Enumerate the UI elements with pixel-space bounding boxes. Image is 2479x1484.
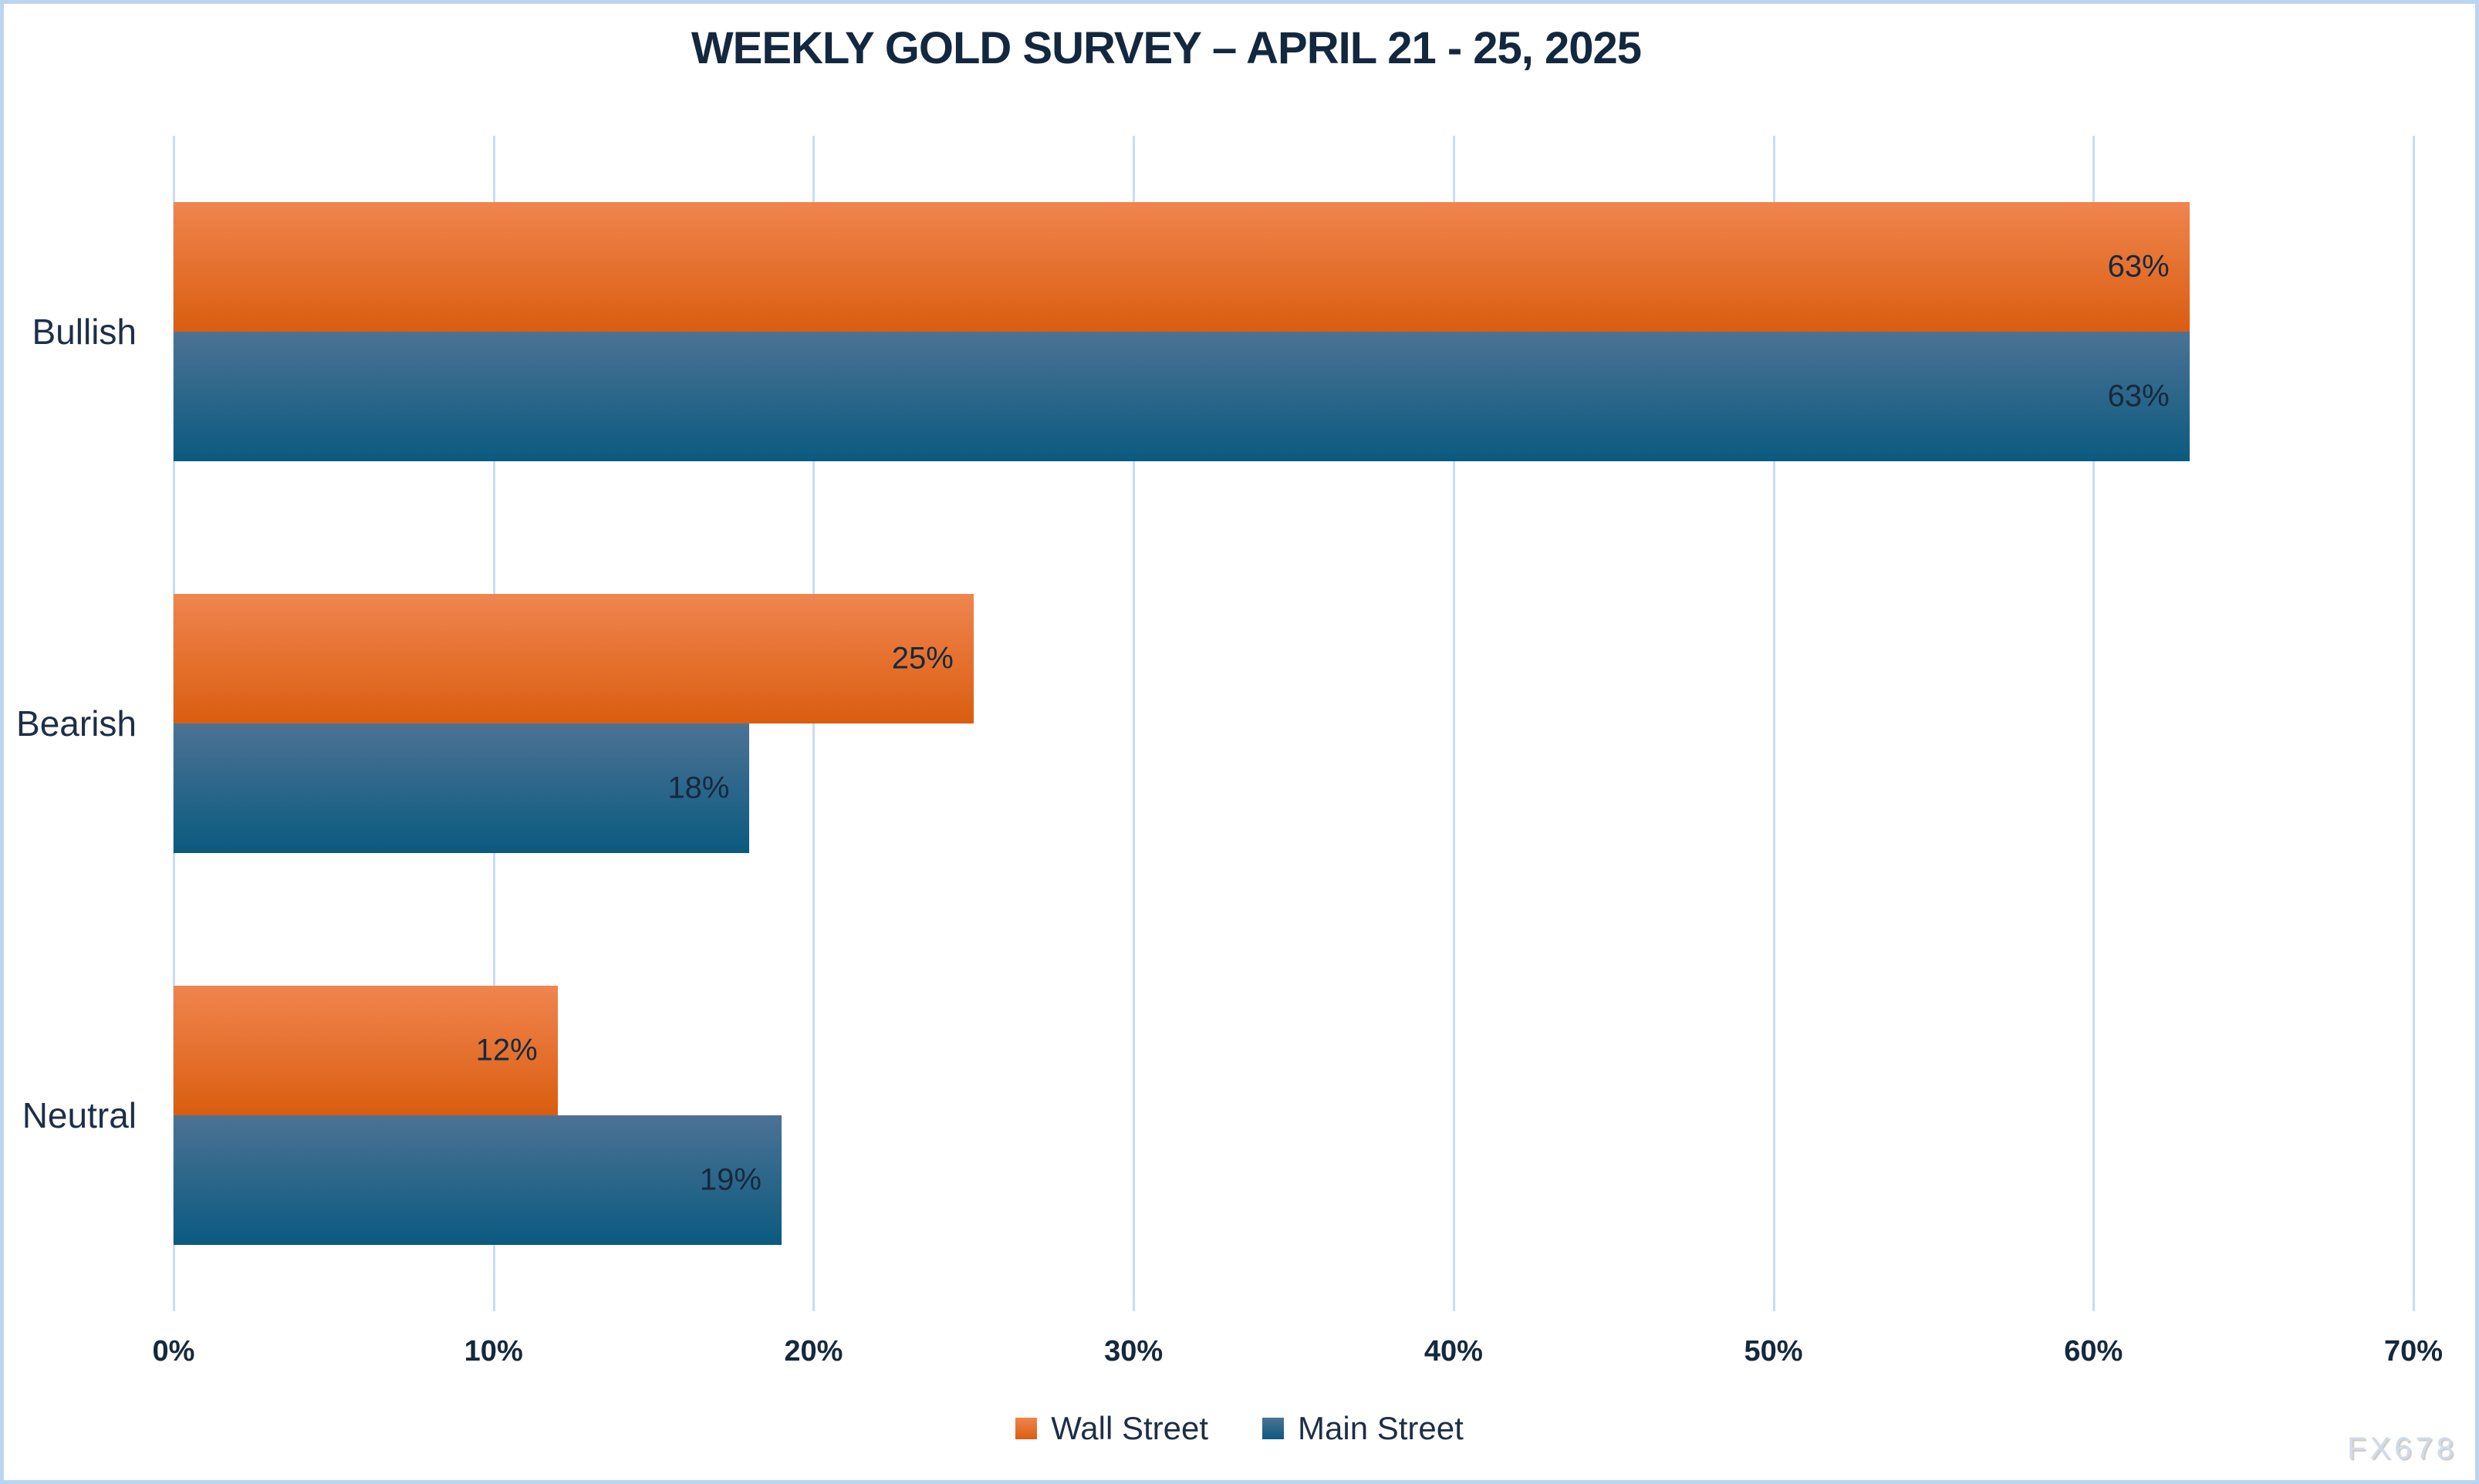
gridline-30- [1133, 136, 1136, 1311]
gridline-70- [2413, 136, 2415, 1311]
bar-main-street-bullish: 63% [174, 332, 2190, 461]
x-tick-label-50-: 50% [1744, 1335, 1803, 1368]
category-axis-labels: Bullish Bearish Neutral [0, 136, 174, 1311]
legend-item-main-street: Main Street [1262, 1410, 1464, 1447]
legend-swatch-wall-street [1015, 1418, 1038, 1439]
gridline-40- [1452, 136, 1455, 1311]
bar-value-label-main-street-neutral: 19% [699, 1162, 762, 1197]
plot-area: 63% 63% 25% 18% 12% 19% [173, 136, 2415, 1311]
bar-wall-street-neutral: 12% [174, 986, 558, 1115]
bar-value-label-main-street-bearish: 18% [667, 771, 730, 805]
bar-wall-street-bullish: 63% [174, 202, 2190, 332]
bar-wall-street-bearish: 25% [174, 594, 974, 723]
category-label-bullish: Bullish [32, 312, 137, 352]
x-tick-label-10-: 10% [464, 1335, 523, 1368]
gridline-50- [1772, 136, 1775, 1311]
x-tick-label-60-: 60% [2064, 1335, 2123, 1368]
bar-value-label-wall-street-bearish: 25% [891, 641, 954, 676]
legend-label-wall-street: Wall Street [1051, 1410, 1209, 1446]
bar-main-street-neutral: 19% [174, 1115, 782, 1245]
legend-label-main-street: Main Street [1298, 1410, 1464, 1446]
legend-item-wall-street: Wall Street [1015, 1410, 1208, 1447]
bar-main-street-bearish: 18% [174, 723, 750, 853]
bar-value-label-wall-street-neutral: 12% [475, 1033, 538, 1067]
x-tick-label-30-: 30% [1104, 1335, 1164, 1368]
category-label-bearish: Bearish [16, 703, 137, 744]
chart-title: WEEKLY GOLD SURVEY – APRIL 21 - 25, 2025 [691, 23, 1642, 73]
bar-value-label-wall-street-bullish: 63% [2107, 249, 2170, 284]
gridline-20- [812, 136, 816, 1311]
bar-value-label-main-street-bullish: 63% [2107, 379, 2170, 413]
watermark: FX678 [2347, 1432, 2457, 1465]
x-tick-label-20-: 20% [784, 1335, 843, 1368]
category-label-neutral: Neutral [22, 1095, 137, 1135]
x-tick-label-0-: 0% [152, 1335, 195, 1368]
value-axis-labels: 0% 10% 20% 30% 40% 50% 60% 70% [153, 1320, 2443, 1382]
gridline-60- [2092, 136, 2096, 1311]
x-tick-label-70-: 70% [2383, 1335, 2444, 1368]
legend-swatch-main-street [1262, 1418, 1285, 1439]
x-tick-label-40-: 40% [1424, 1335, 1483, 1368]
legend: Wall Street Main Street [0, 1401, 2479, 1456]
